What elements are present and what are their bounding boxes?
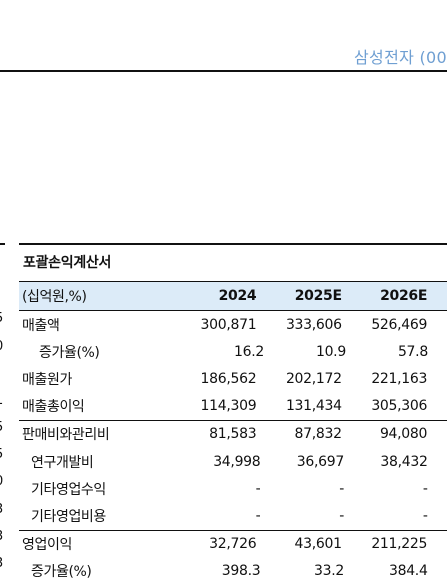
row-value: -: [422, 480, 428, 497]
table-row: 연구개발비 34,998 36,697 38,432: [19, 448, 447, 475]
row-label: 증가율(%): [39, 344, 100, 361]
row-value: 398.3: [221, 563, 261, 580]
row-label: 매출원가: [22, 371, 72, 388]
year-header: 2025E: [294, 288, 342, 304]
row-label: 증가율(%): [31, 564, 92, 581]
row-value: 87,832: [294, 426, 342, 443]
row-value: 81,583: [209, 426, 257, 443]
row-value: 333,606: [285, 316, 342, 333]
row-value: 32,726: [209, 536, 257, 553]
row-value: 131,434: [285, 398, 342, 415]
edge-glyph: 3: [0, 502, 3, 517]
row-value: 10.9: [315, 343, 346, 360]
year-header: 2026E: [380, 288, 428, 304]
table-row: 증가율(%) 16.2 10.9 57.8: [19, 338, 447, 365]
row-value: 114,309: [200, 398, 257, 415]
row-value: 33.2: [314, 563, 344, 580]
table-row: 판매비와관리비 81,583 87,832 94,080: [19, 419, 447, 448]
row-value: 221,163: [371, 370, 428, 387]
income-statement-table: 포괄손익계산서 (십억원,%) 2024 2025E 2026E 매출액 300…: [19, 243, 447, 585]
row-label: 연구개발비: [31, 454, 94, 471]
table-row: 매출총이익 114,309 131,434 305,306: [19, 393, 447, 420]
left-edge-rule: [0, 243, 5, 245]
row-value: 94,080: [379, 426, 428, 443]
row-value: -: [339, 507, 344, 524]
row-value: 211,225: [371, 536, 428, 553]
row-value: 57.8: [397, 343, 428, 360]
edge-glyph: 3: [0, 556, 3, 571]
table-row: 기타영업수익 - - -: [19, 475, 447, 502]
edge-glyph: 5: [0, 420, 3, 435]
edge-glyph: 0: [0, 474, 3, 489]
row-value: 384.4: [388, 563, 428, 580]
row-label: 매출액: [22, 317, 60, 334]
unit-label: (십억원,%): [22, 289, 87, 305]
table-row: 증가율(%) 398.3 33.2 384.4: [19, 558, 447, 585]
row-label: 기타영업비용: [31, 508, 106, 525]
row-label: 매출총이익: [22, 399, 85, 416]
row-value: 38,432: [380, 453, 428, 470]
row-label: 영업이익: [22, 537, 72, 554]
table-title: 포괄손익계산서: [23, 255, 112, 271]
page-header: 삼성전자 (00: [0, 0, 447, 74]
edge-glyph: 5: [0, 447, 3, 462]
report-header-title: 삼성전자 (00: [354, 48, 447, 67]
row-value: 36,697: [296, 453, 344, 470]
edge-glyph: 3: [0, 529, 3, 544]
row-label: 기타영업수익: [31, 481, 106, 498]
table-row: 영업이익 32,726 43,601 211,225: [19, 529, 447, 558]
row-value: 526,469: [371, 316, 428, 333]
row-value: 305,306: [371, 398, 428, 415]
row-value: 16.2: [233, 343, 264, 360]
edge-glyph: 0: [0, 339, 3, 354]
row-value: 300,871: [200, 316, 257, 333]
row-value: 202,172: [285, 370, 342, 387]
row-value: -: [255, 507, 261, 524]
table-top-rule: [19, 243, 447, 245]
table-row: 매출원가 186,562 202,172 221,163: [19, 365, 447, 392]
row-value: 186,562: [200, 370, 257, 387]
header-rule: [0, 70, 447, 72]
row-label: 판매비와관리비: [22, 427, 110, 444]
table-row: 매출액 300,871 333,606 526,469: [19, 311, 447, 338]
row-value: -: [339, 480, 344, 497]
row-value: 43,601: [294, 536, 342, 553]
edge-glyph: 1: [0, 393, 3, 408]
row-value: 34,998: [213, 453, 261, 470]
row-value: -: [255, 480, 261, 497]
table-row: 기타영업비용 - - -: [19, 502, 447, 529]
row-value: -: [422, 507, 428, 524]
edge-glyph: 5: [0, 311, 3, 326]
table-header-row: (십억원,%) 2024 2025E 2026E: [19, 281, 447, 311]
year-header: 2024: [218, 288, 257, 304]
